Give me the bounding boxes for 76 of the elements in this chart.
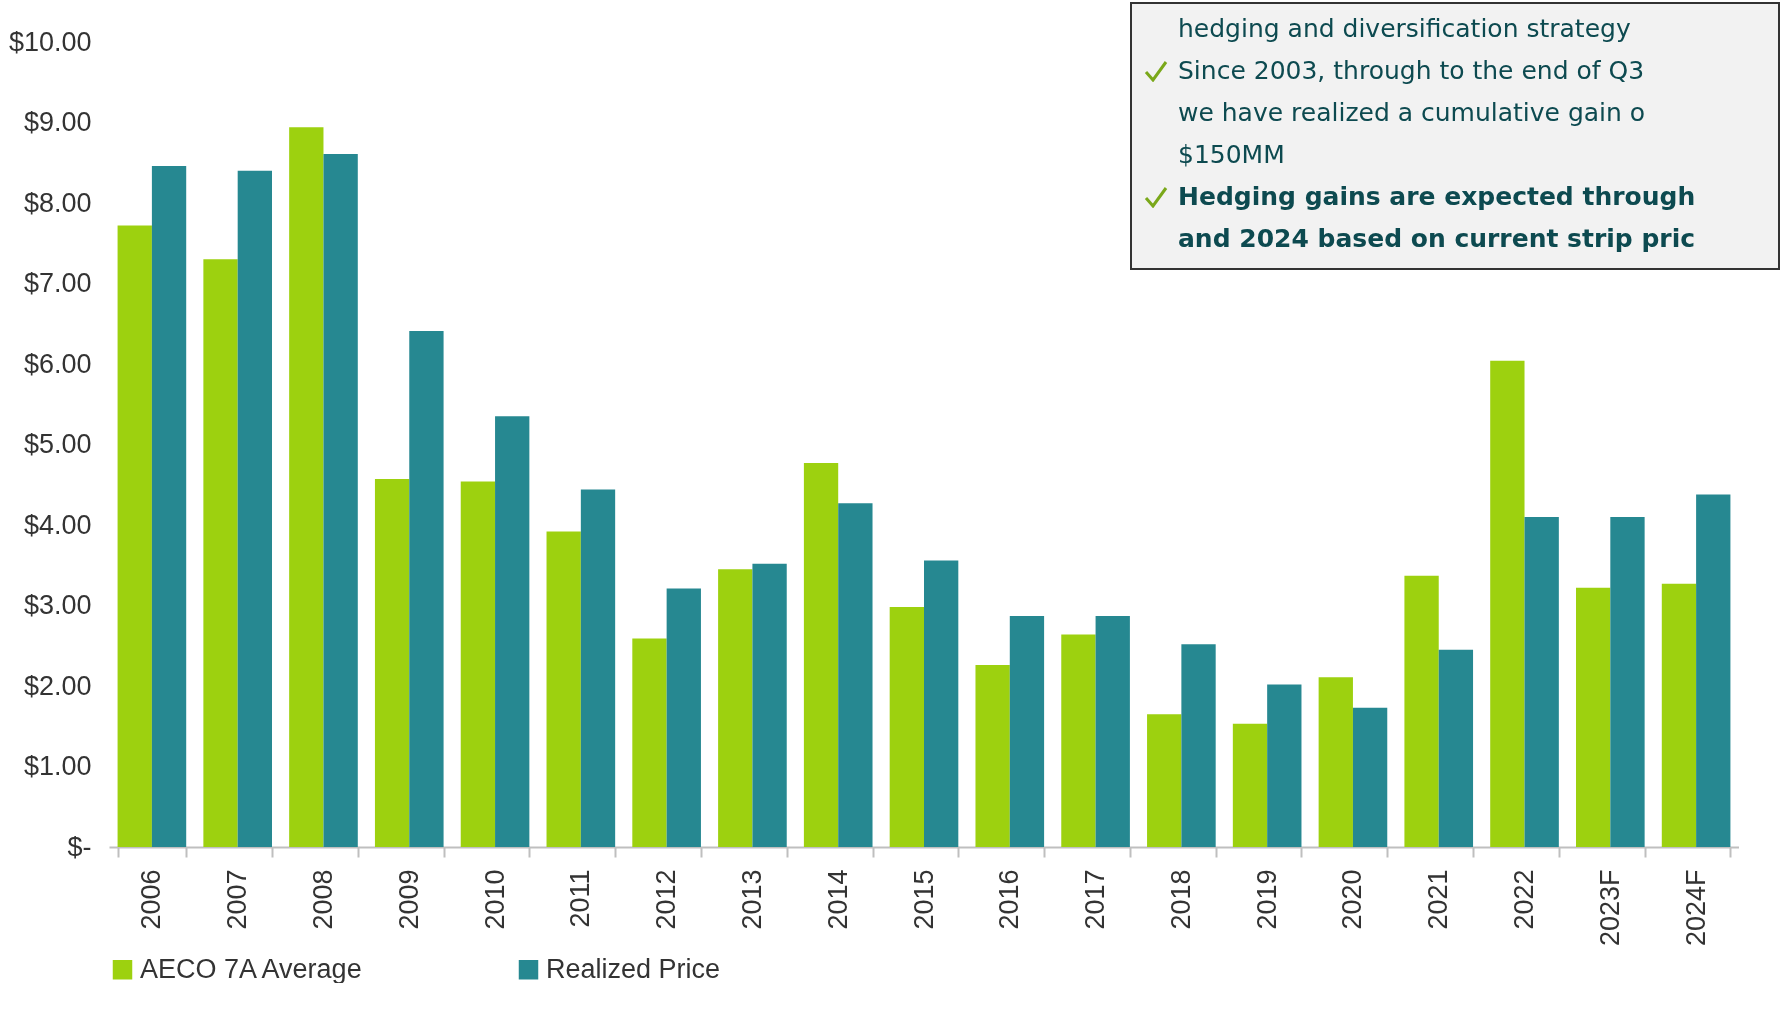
bar [803, 463, 839, 847]
bar [460, 481, 496, 847]
x-tick-label: 2023F [1594, 869, 1625, 947]
y-tick-label: $6.00 [23, 348, 92, 379]
annotation: Hedging gains are expected through [1177, 181, 1697, 213]
legend-label: Realized Price [546, 953, 721, 984]
bar [924, 560, 959, 847]
bar [117, 225, 152, 847]
x-tick-label: 2010 [479, 869, 510, 930]
x-tick-label: 2007 [222, 869, 253, 930]
bar [203, 259, 238, 847]
bar [289, 127, 324, 847]
y-tick-label: $7.00 [23, 268, 92, 298]
bar [1267, 684, 1302, 847]
bar [1524, 516, 1559, 847]
x-tick-label: 2008 [307, 869, 338, 930]
annotation: hedging and diversification strategy [1177, 13, 1632, 45]
bar [1318, 677, 1353, 847]
bar [580, 489, 616, 847]
bar [1232, 723, 1268, 847]
y-tick-label: $3.00 [23, 590, 92, 620]
bar [1009, 615, 1045, 847]
bar [889, 607, 924, 847]
x-tick-label: 2020 [1337, 869, 1368, 930]
bar [546, 531, 581, 847]
y-tick-label: $5.00 [23, 429, 92, 459]
bar [1095, 615, 1130, 847]
y-tick-label: $4.00 [23, 509, 92, 540]
bar [752, 563, 787, 847]
x-tick-label: 2016 [994, 869, 1025, 930]
bar [495, 416, 530, 847]
bar [1438, 649, 1474, 847]
bar [409, 331, 444, 847]
x-tick-label: 2018 [1165, 869, 1196, 930]
legend-label: AECO 7A Average [140, 953, 362, 984]
bar [975, 665, 1010, 847]
x-tick-label: 2013 [736, 869, 767, 930]
x-tick-label: 2021 [1423, 869, 1454, 930]
annotation: $150MM [1177, 139, 1286, 171]
x-tick-label: 2014 [822, 869, 853, 930]
y-tick-label: $1.00 [23, 751, 92, 781]
bar [1181, 644, 1216, 847]
y-tick-label: $- [67, 831, 92, 862]
x-tick-label: 2022 [1509, 869, 1540, 930]
annotation: Since 2003, through to the end of Q3 [1177, 55, 1646, 87]
bar [1610, 516, 1645, 847]
bar [718, 569, 753, 847]
annotation: and 2024 based on current strip pric [1177, 223, 1697, 255]
x-tick-label: 2019 [1251, 869, 1282, 930]
bar [1061, 634, 1096, 847]
bar [323, 153, 358, 847]
bar [151, 165, 187, 847]
x-tick-label: 2009 [393, 869, 424, 930]
bar [374, 479, 410, 847]
bar [838, 503, 873, 847]
y-tick-label: $9.00 [23, 107, 92, 137]
bar [1661, 583, 1697, 847]
x-tick-label: 2012 [651, 869, 682, 930]
x-tick-label: 2024F [1680, 869, 1711, 947]
bar [666, 588, 701, 847]
annotation: we have realized a cumulative gain o [1177, 97, 1647, 129]
x-tick-label: 2011 [565, 869, 596, 928]
x-tick-label: 2017 [1080, 869, 1111, 930]
bar [1576, 587, 1611, 847]
bar [1147, 714, 1182, 847]
y-tick-label: $2.00 [23, 670, 92, 701]
y-tick-label: $8.00 [23, 187, 92, 218]
x-tick-label: 2015 [908, 869, 939, 930]
bar [1490, 360, 1525, 847]
bar [1404, 575, 1439, 847]
x-tick-label: 2006 [136, 869, 167, 930]
bar [1696, 494, 1731, 847]
bar [237, 170, 272, 847]
bar [1352, 707, 1388, 847]
y-tick-label: $10.00 [8, 26, 92, 57]
bar [632, 638, 667, 847]
